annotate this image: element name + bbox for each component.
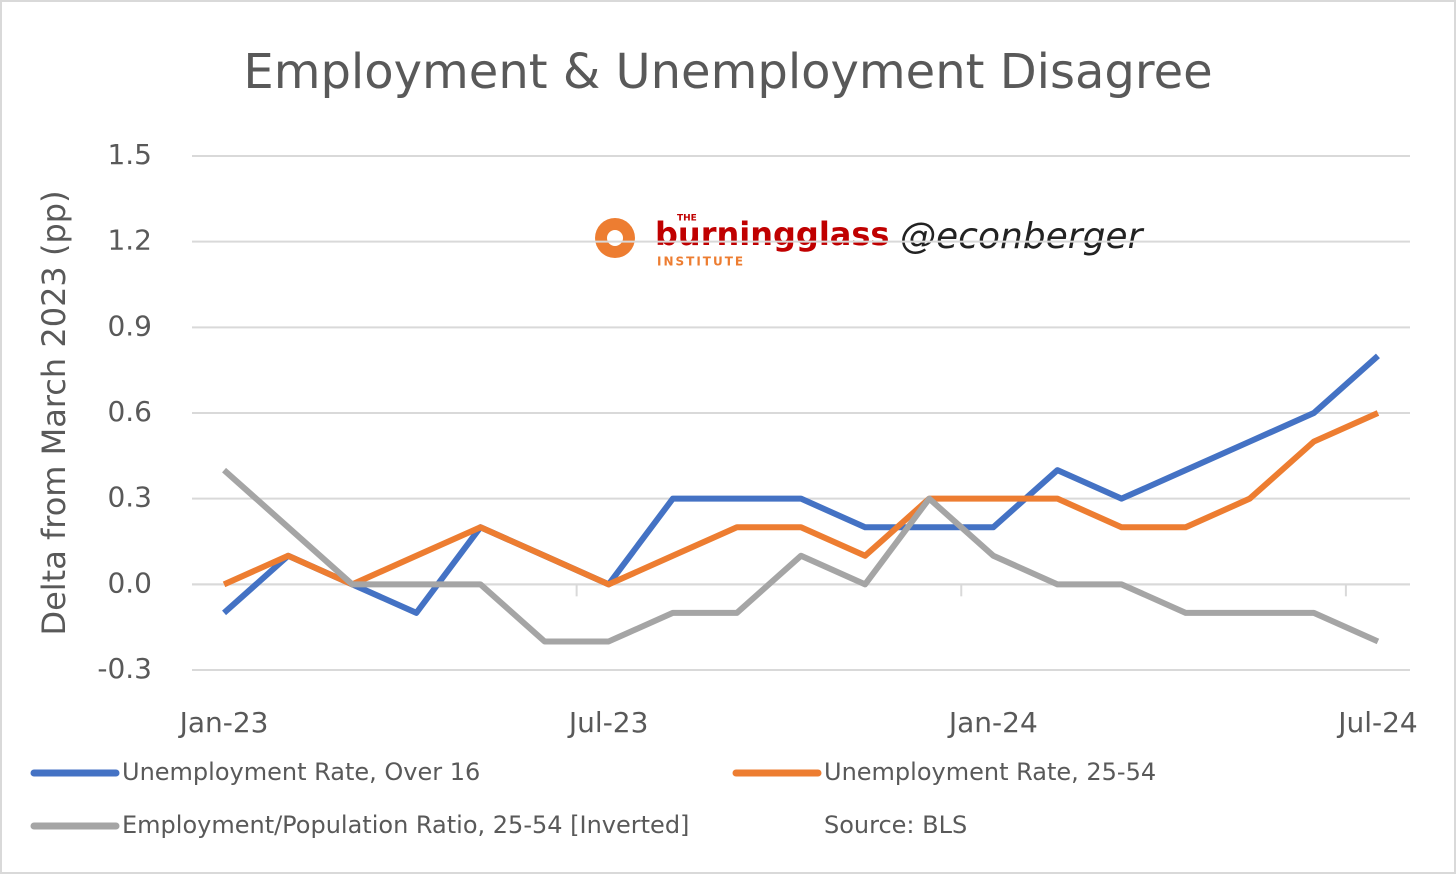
x-tick-label: Jul-23: [567, 706, 649, 739]
legend-label: Unemployment Rate, Over 16: [122, 758, 480, 786]
logo-suffix: INSTITUTE: [657, 255, 745, 269]
series-line: [222, 353, 1380, 616]
source-note: Source: BLS: [824, 811, 967, 839]
x-tick-label: Jan-24: [947, 706, 1038, 739]
x-tick-label: Jul-24: [1336, 706, 1418, 739]
logo-name: burningglass: [655, 215, 889, 253]
y-tick-label: 0.3: [107, 481, 152, 514]
y-tick-label: 0.9: [107, 309, 152, 342]
series-line: [222, 467, 1380, 645]
logo-prefix: THE: [677, 214, 697, 224]
chart-title: Employment & Unemployment Disagree: [243, 44, 1212, 100]
y-axis-label: Delta from March 2023 (pp): [35, 190, 73, 635]
y-tick-label: 0.6: [107, 395, 152, 428]
y-tick-label: 1.5: [107, 138, 152, 171]
legend-label: Employment/Population Ratio, 25-54 [Inve…: [122, 811, 689, 839]
y-tick-label: 1.2: [107, 224, 152, 257]
logo: THE burningglass INSTITUTE @econberger: [595, 214, 1145, 269]
legend-label: Unemployment Rate, 25-54: [824, 758, 1156, 786]
series-line: [222, 410, 1380, 588]
y-tick-label: 0.0: [107, 566, 152, 599]
logo-icon-center: [607, 230, 623, 246]
logo-handle: @econberger: [900, 216, 1145, 257]
x-tick-label: Jan-23: [178, 706, 269, 739]
y-tick-label: -0.3: [97, 652, 152, 685]
